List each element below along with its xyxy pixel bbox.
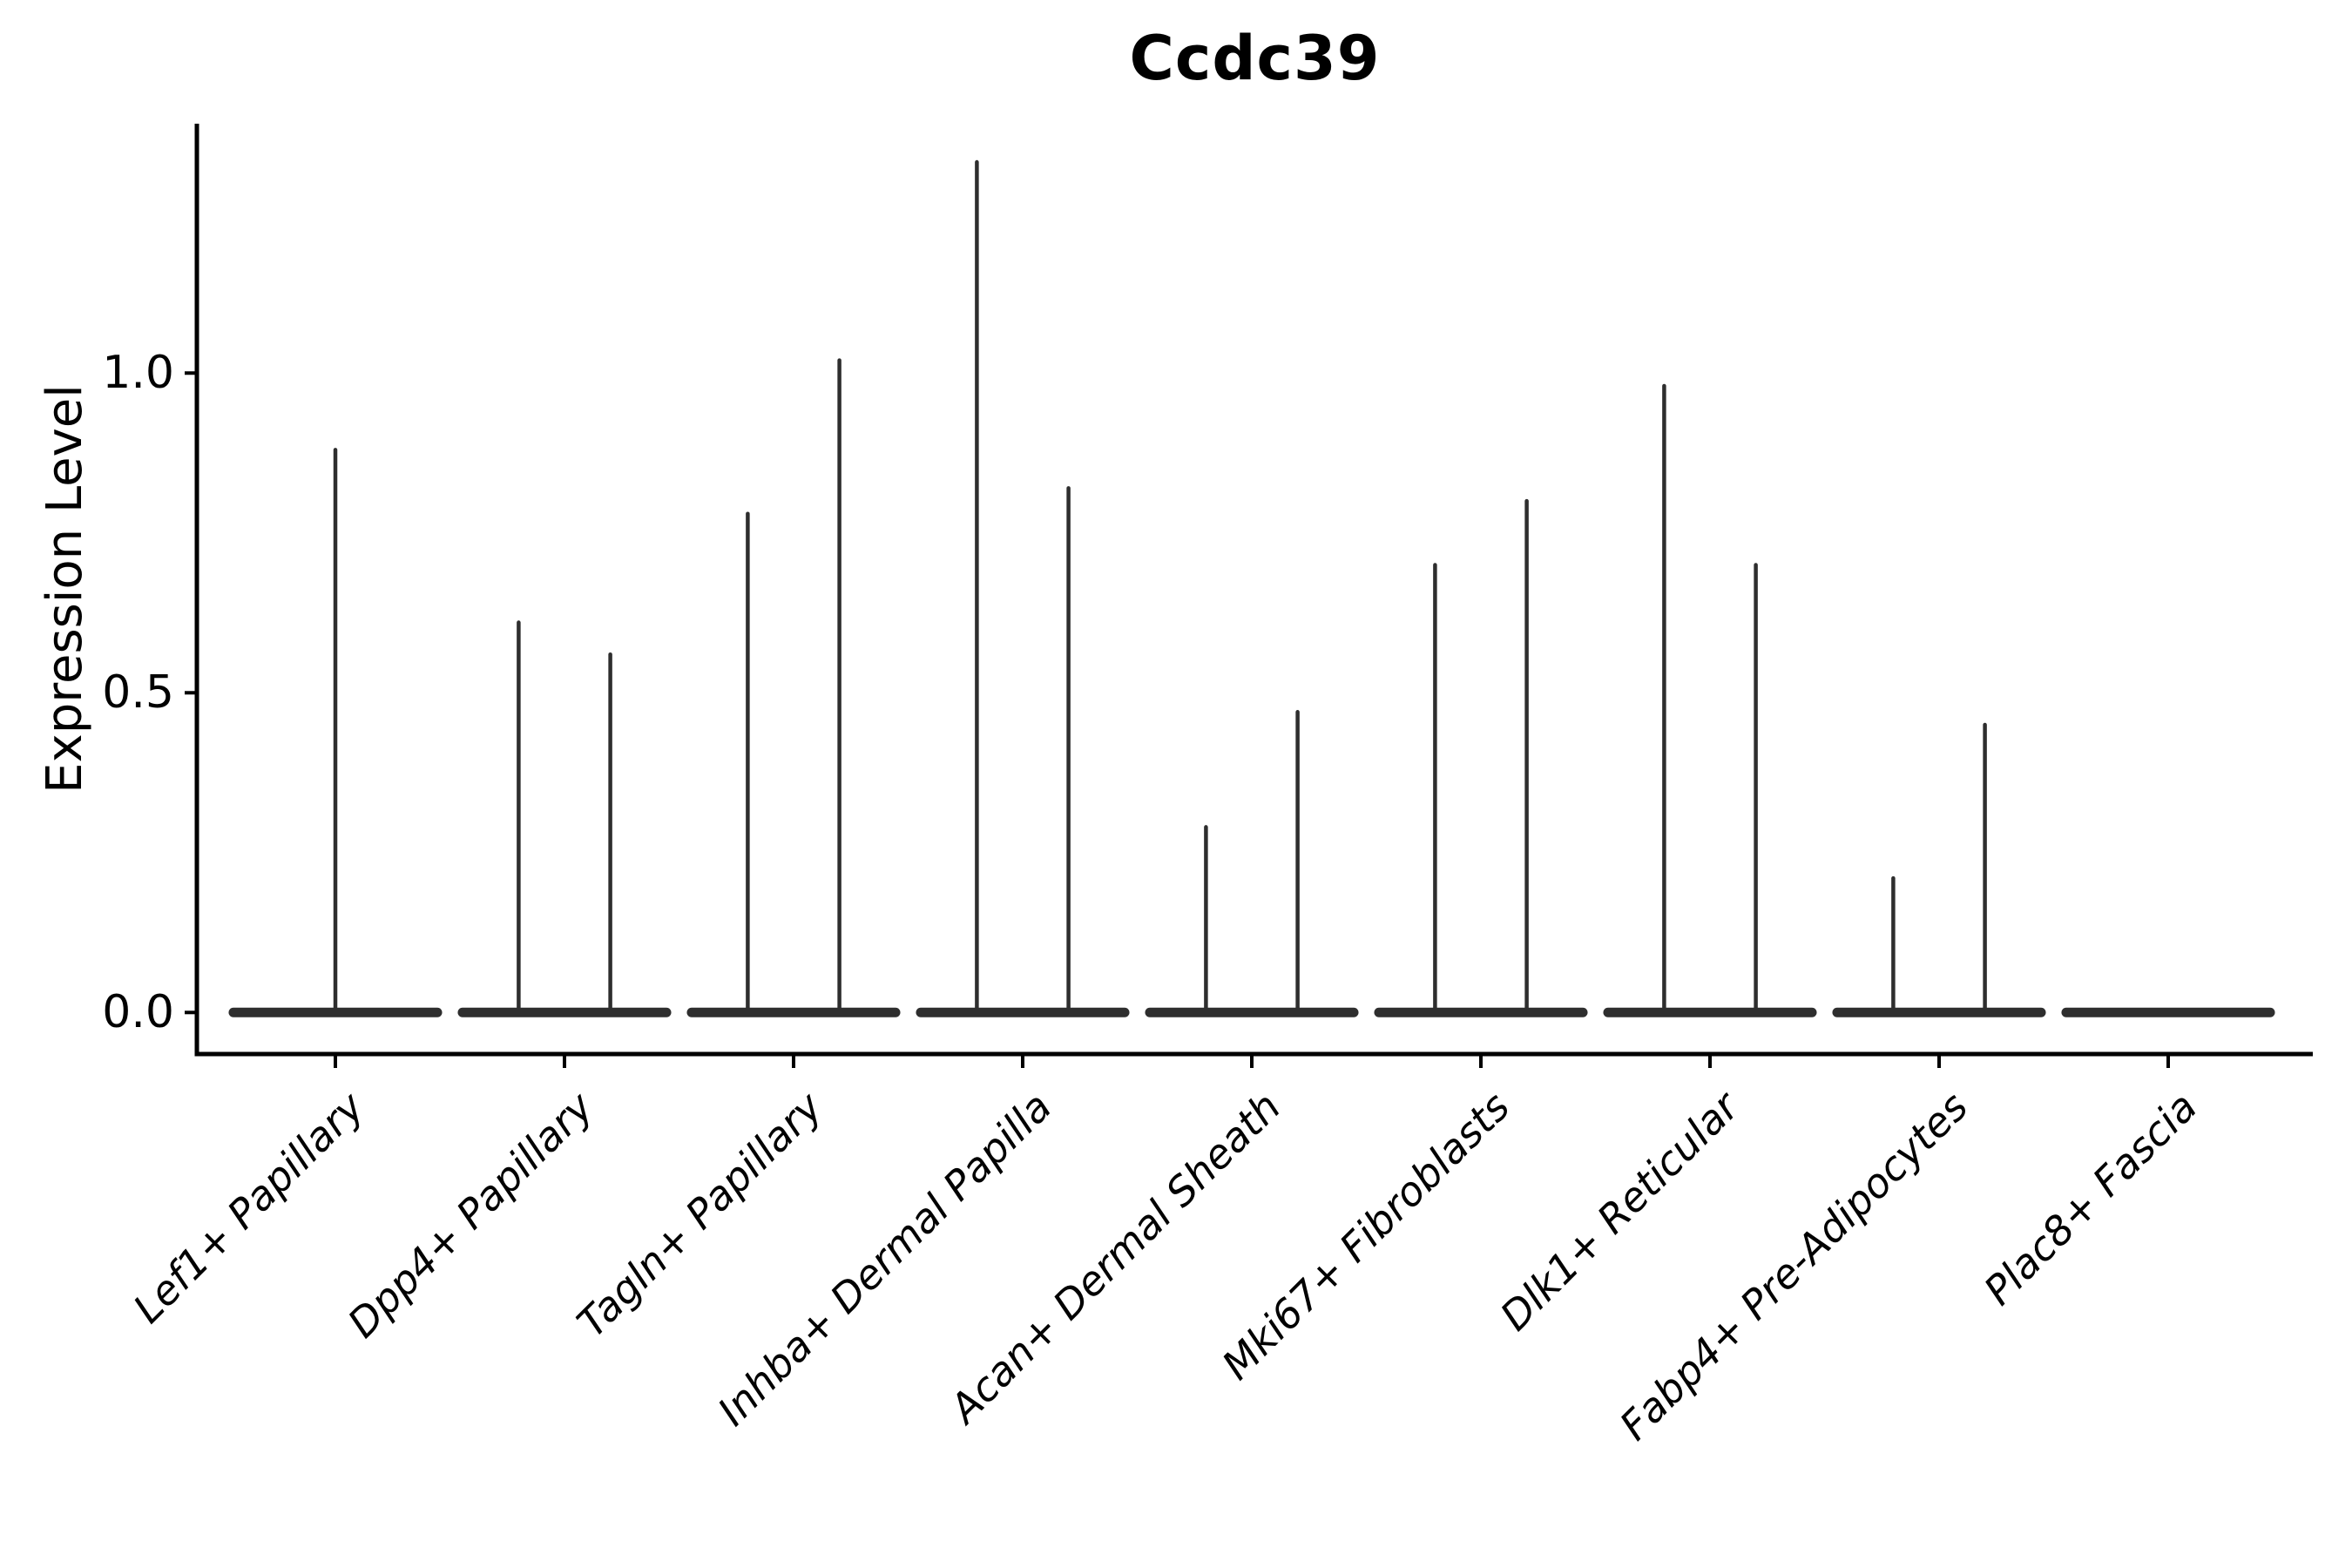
y-tick-label: 1.0 bbox=[102, 347, 174, 400]
y-tick-label: 0.5 bbox=[102, 666, 174, 720]
y-tick-label: 0.0 bbox=[102, 986, 174, 1039]
chart-title: Ccdc39 bbox=[1129, 23, 1381, 94]
